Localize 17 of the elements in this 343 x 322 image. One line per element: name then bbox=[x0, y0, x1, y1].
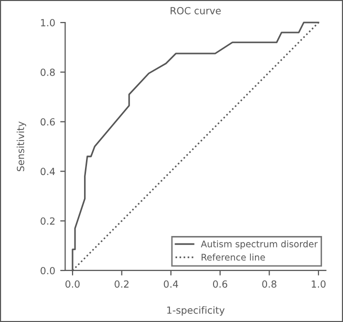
y-tick-label: 0.4 bbox=[40, 168, 55, 176]
x-tick-label: 0.6 bbox=[213, 280, 228, 288]
legend-label: Autism spectrum disorder bbox=[200, 240, 318, 250]
y-tick-label: 0.0 bbox=[40, 266, 55, 274]
x-tick-label: 1.0 bbox=[312, 280, 326, 288]
x-tick-label: 0.0 bbox=[65, 280, 80, 288]
x-tick-label: 0.4 bbox=[164, 280, 178, 288]
legend-label: Reference line bbox=[202, 254, 265, 261]
y-tick-label: 0.6 bbox=[40, 118, 55, 126]
y-tick-label: 1.0 bbox=[41, 19, 55, 26]
y-tick-label: 0.2 bbox=[40, 217, 54, 225]
x-axis-title: 1-specificity bbox=[167, 306, 225, 316]
chart-title: ROC curve bbox=[170, 6, 221, 14]
y-tick-label: 0.8 bbox=[40, 68, 55, 76]
x-tick-label: 0.2 bbox=[114, 280, 128, 288]
x-tick-label: 0.8 bbox=[262, 280, 276, 288]
y-axis-title: Sensitivity bbox=[16, 121, 26, 172]
